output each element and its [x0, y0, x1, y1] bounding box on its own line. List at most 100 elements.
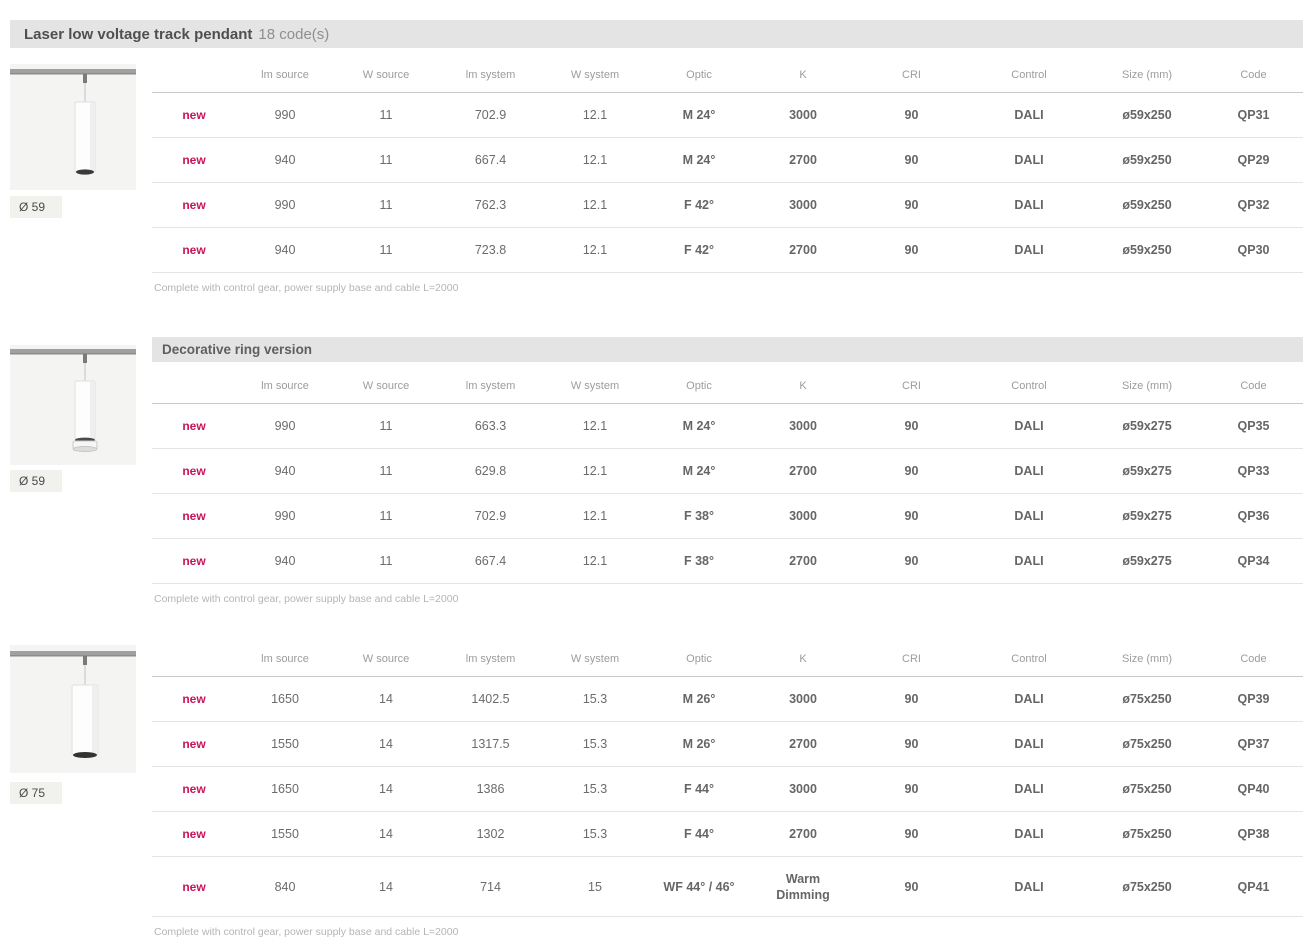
cell-optic: F 44°: [647, 812, 751, 856]
cell-lm_source-text: 940: [274, 243, 296, 257]
new-badge-text: new: [182, 243, 206, 257]
cell-k: Warm Dimming: [751, 857, 855, 916]
cell-size: ø59x275: [1090, 449, 1204, 493]
new-badge-text: new: [182, 737, 206, 751]
cell-optic-text: M 26°: [682, 692, 716, 706]
table-row: new 990 11 702.9 12.1 F 38° 3000 90 DALI ø59x275 Q…: [152, 494, 1303, 539]
cell-cri: 90: [855, 138, 968, 182]
cell-w_source-text: 11: [379, 464, 393, 478]
column-header-w_source: W source: [362, 653, 410, 665]
column-header-lm_system: lm system: [465, 69, 516, 81]
cell-control-text: DALI: [1014, 737, 1044, 751]
column-header-lm_system: lm system: [465, 653, 516, 665]
cell-w_system: 12.1: [543, 138, 647, 182]
cell-cri-text: 90: [904, 419, 919, 433]
column-header-cri: CRI: [902, 380, 921, 392]
column-header-w_system: W system: [570, 380, 620, 392]
cell-optic-text: M 24°: [682, 464, 716, 478]
cell-lm_system: 714: [438, 857, 543, 916]
table-footnote: Complete with control gear, power supply…: [154, 282, 459, 294]
new-badge: new: [152, 812, 236, 856]
cell-code: QP36: [1204, 494, 1303, 538]
column-header-k: K: [799, 380, 807, 392]
new-badge-text: new: [182, 827, 206, 841]
cell-k: 2700: [751, 812, 855, 856]
cell-lm_system-text: 663.3: [474, 419, 507, 433]
table-row: new 1650 14 1402.5 15.3 M 26° 3000 90 DALI ø75x25…: [152, 677, 1303, 722]
cell-control: DALI: [968, 812, 1090, 856]
cell-code-text: QP35: [1237, 419, 1270, 433]
cell-w_system: 12.1: [543, 228, 647, 272]
cell-lm_source-text: 1650: [271, 782, 299, 796]
cell-w_source-text: 14: [379, 827, 393, 841]
column-header-code: Code: [1240, 380, 1267, 392]
cell-lm_system: 1302: [438, 812, 543, 856]
cell-cri-text: 90: [904, 879, 919, 894]
cell-optic-text: M 24°: [682, 419, 716, 433]
cell-control-text: DALI: [1014, 879, 1044, 894]
cell-optic: M 24°: [647, 138, 751, 182]
column-header-k: K: [799, 653, 807, 665]
cell-size-text: ø59x250: [1122, 243, 1172, 257]
new-badge: new: [152, 494, 236, 538]
column-header-badge: [152, 83, 236, 92]
cell-optic-text: M 24°: [682, 108, 716, 122]
cell-lm_system: 667.4: [438, 138, 543, 182]
cell-k-text: Warm Dimming: [776, 871, 830, 902]
section-pendant-59: lm source W source lm system W system Optic K…: [152, 62, 1303, 294]
cell-cri: 90: [855, 722, 968, 766]
cell-w_source-text: 14: [379, 879, 393, 894]
table-body: new 990 11 663.3 12.1 M 24° 3000 90 DALI ø59x275 Q…: [152, 404, 1303, 584]
table-row: new 940 11 667.4 12.1 F 38° 2700 90 DALI ø59x275 Q…: [152, 539, 1303, 584]
cell-code-text: QP36: [1237, 509, 1270, 523]
cell-lm_source-text: 990: [274, 198, 296, 212]
table-row: new 940 11 667.4 12.1 M 24° 2700 90 DALI ø59x250 Q…: [152, 138, 1303, 183]
cell-code-text: QP32: [1237, 198, 1270, 212]
cell-size-text: ø59x275: [1122, 509, 1172, 523]
cell-lm_source: 1650: [236, 767, 334, 811]
cell-code-text: QP29: [1237, 153, 1270, 167]
cell-cri: 90: [855, 857, 968, 916]
column-header-code: Code: [1240, 69, 1267, 81]
cell-w_system: 15: [543, 857, 647, 916]
cell-k-text: 3000: [789, 108, 817, 122]
cell-optic: M 26°: [647, 677, 751, 721]
cell-w_system-text: 15.3: [582, 782, 608, 796]
cell-lm_source: 990: [236, 93, 334, 137]
section-decorative-ring: Decorative ring version lm source W sourc…: [152, 337, 1303, 605]
cell-lm_system: 1402.5: [438, 677, 543, 721]
cell-w_source: 11: [334, 539, 438, 583]
cell-lm_system-text: 1302: [476, 827, 505, 841]
cell-control-text: DALI: [1014, 419, 1044, 433]
new-badge: new: [152, 183, 236, 227]
cell-code: QP37: [1204, 722, 1303, 766]
cell-lm_source: 940: [236, 228, 334, 272]
cell-code: QP33: [1204, 449, 1303, 493]
cell-w_system: 15.3: [543, 767, 647, 811]
new-badge-text: new: [182, 692, 206, 706]
cell-size-text: ø59x250: [1122, 153, 1172, 167]
cell-size: ø75x250: [1090, 677, 1204, 721]
cell-lm_source-text: 940: [274, 554, 296, 568]
new-badge-text: new: [182, 153, 206, 167]
cell-w_system-text: 15: [588, 879, 602, 894]
diameter-label: Ø 59: [19, 474, 46, 488]
cell-w_source: 11: [334, 449, 438, 493]
cell-cri-text: 90: [904, 827, 919, 841]
cell-lm_system: 702.9: [438, 494, 543, 538]
cell-optic: F 44°: [647, 767, 751, 811]
table-header-row: lm source W source lm system W system Optic K…: [152, 645, 1303, 677]
cell-cri: 90: [855, 812, 968, 856]
column-header-control: Control: [1011, 69, 1047, 81]
cell-k: 2700: [751, 722, 855, 766]
cell-optic: F 38°: [647, 539, 751, 583]
cell-lm_source: 990: [236, 404, 334, 448]
diameter-label: Ø 75: [19, 786, 46, 800]
cell-lm_source: 940: [236, 449, 334, 493]
cell-optic-text: F 38°: [683, 509, 714, 523]
new-badge-text: new: [182, 554, 206, 568]
product-image-pendant-59: [10, 64, 136, 190]
cell-k: 2700: [751, 228, 855, 272]
cell-w_system-text: 12.1: [582, 509, 608, 523]
cell-w_source: 11: [334, 404, 438, 448]
